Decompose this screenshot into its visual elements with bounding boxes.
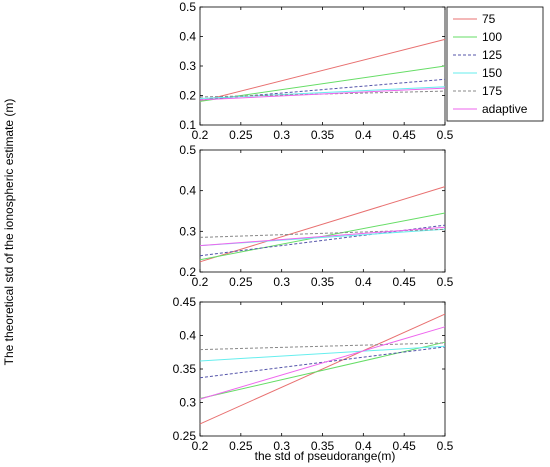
x-tick-label: 0.45 xyxy=(392,275,416,289)
legend-label-75: 75 xyxy=(482,12,496,26)
series-line-175 xyxy=(199,228,446,238)
legend-label-100: 100 xyxy=(482,30,502,44)
x-tick-label: 0.3 xyxy=(273,128,290,142)
legend-label-125: 125 xyxy=(482,48,502,62)
x-tick-label: 0.35 xyxy=(311,439,335,453)
y-tick-label: 0.45 xyxy=(173,295,197,309)
subplots: 0.2 0.25 0.3 0.35 0.4 0.45 0.50.10.20.30.40.50… xyxy=(173,0,454,453)
y-tick-label: 0.4 xyxy=(179,30,196,44)
subplot-1: 0.2 0.25 0.3 0.35 0.4 0.45 0.50.10.20.30.40.5 xyxy=(179,0,453,142)
subplot-2: 0.2 0.25 0.3 0.35 0.4 0.45 0.5 0.2 0.3 0.4 0.5 xyxy=(179,143,453,289)
series-line-150 xyxy=(199,86,446,99)
y-tick-label: 0.5 xyxy=(179,143,196,157)
x-tick-label: 0.5 xyxy=(437,275,454,289)
x-tick-label: 0.35 xyxy=(311,128,335,142)
x-tick-label: 0.2 xyxy=(192,128,209,142)
x-axis-label: the std of pseudorange(m) xyxy=(255,449,396,463)
series-line-adaptive xyxy=(199,226,446,247)
x-tick-label: 0.25 xyxy=(229,275,253,289)
x-tick-label: 0.2 xyxy=(192,275,209,289)
legend: 75 100 125 150 175 adaptive xyxy=(446,6,544,122)
y-axis-label: The theoretical std of the ionospheric e… xyxy=(2,99,16,366)
axes-frame xyxy=(199,6,446,126)
series-line-adaptive xyxy=(199,326,446,400)
y-tick-label: 0.2 xyxy=(179,265,196,279)
series-line-150 xyxy=(199,345,446,362)
series-line-175 xyxy=(199,342,446,351)
subplot-3: 0.2 0.25 0.3 0.35 0.4 0.45 0.50.250.30.350.40.… xyxy=(173,295,454,453)
legend-label-175: 175 xyxy=(482,84,502,98)
y-tick-label: 0.4 xyxy=(179,184,196,198)
series-line-75 xyxy=(199,313,446,425)
legend-label-150: 150 xyxy=(482,66,502,80)
x-tick-label: 0.3 xyxy=(273,275,290,289)
series-line-75 xyxy=(199,186,446,263)
x-tick-label: 0.25 xyxy=(229,439,253,453)
y-tick-label: 0.25 xyxy=(173,429,197,443)
x-tick-label: 0.4 xyxy=(355,439,372,453)
x-tick-label: 0.3 xyxy=(273,439,290,453)
y-tick-label: 0.2 xyxy=(179,89,196,103)
axes-frame xyxy=(199,149,446,273)
series-line-100 xyxy=(199,65,446,102)
x-tick-label: 0.35 xyxy=(311,275,335,289)
x-tick-label: 0.4 xyxy=(355,275,372,289)
x-tick-label: 0.45 xyxy=(392,439,416,453)
legend-box xyxy=(446,6,544,122)
y-tick-label: 0.4 xyxy=(179,329,196,343)
legend-label-adaptive: adaptive xyxy=(482,102,528,116)
x-tick-label: 0.25 xyxy=(229,128,253,142)
series-line-75 xyxy=(199,38,446,102)
x-tick-label: 0.4 xyxy=(355,128,372,142)
x-tick-label: 0.2 xyxy=(192,439,209,453)
series-line-125 xyxy=(199,346,446,379)
y-tick-label: 0.35 xyxy=(173,362,197,376)
y-tick-label: 0.1 xyxy=(179,118,196,132)
x-tick-label: 0.5 xyxy=(437,128,454,142)
x-tick-label: 0.45 xyxy=(392,128,416,142)
y-tick-label: 0.3 xyxy=(179,224,196,238)
y-tick-label: 0.3 xyxy=(179,59,196,73)
y-tick-label: 0.3 xyxy=(179,396,196,410)
x-tick-label: 0.5 xyxy=(437,439,454,453)
series-line-adaptive xyxy=(199,87,446,101)
y-tick-label: 0.5 xyxy=(179,0,196,14)
